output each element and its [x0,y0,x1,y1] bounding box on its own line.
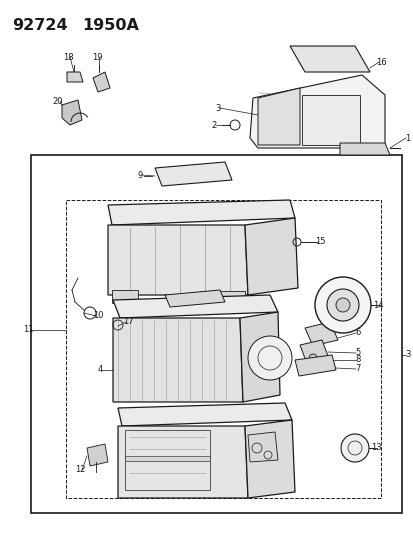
Polygon shape [62,100,82,125]
Polygon shape [249,75,384,148]
Polygon shape [67,72,83,82]
Polygon shape [87,444,108,466]
Text: 1: 1 [404,133,410,142]
Polygon shape [108,225,247,295]
Bar [125,430,209,490]
Bar [31,155,401,513]
Polygon shape [118,426,247,498]
Circle shape [326,289,358,321]
Text: 3: 3 [215,103,220,112]
Polygon shape [165,290,224,307]
Polygon shape [294,355,335,376]
Polygon shape [247,432,277,462]
Circle shape [340,434,368,462]
Bar [66,200,380,498]
Text: 18: 18 [62,52,73,61]
Text: 9: 9 [137,171,142,180]
Polygon shape [304,322,337,346]
Text: 19: 19 [92,52,102,61]
Text: 1950A: 1950A [82,18,138,33]
Text: 14: 14 [372,301,382,310]
Text: 92724: 92724 [12,18,67,33]
Polygon shape [118,403,291,426]
Text: 15: 15 [314,238,325,246]
Polygon shape [108,200,294,225]
Polygon shape [244,218,297,295]
Polygon shape [93,72,110,92]
Bar [301,95,359,145]
Text: 16: 16 [375,58,385,67]
Polygon shape [112,290,138,303]
Circle shape [314,277,370,333]
Text: 17: 17 [122,318,133,327]
Text: 6: 6 [354,328,360,337]
Circle shape [247,336,291,380]
Text: 8: 8 [354,356,360,365]
Polygon shape [339,143,389,155]
Bar [125,456,209,461]
Circle shape [335,298,349,312]
Circle shape [308,354,316,362]
Polygon shape [214,291,244,303]
Text: 12: 12 [75,465,85,474]
Text: 20: 20 [52,96,63,106]
Text: 10: 10 [93,311,103,320]
Polygon shape [154,162,231,186]
Polygon shape [113,318,242,402]
Text: 5: 5 [354,349,360,358]
Polygon shape [257,88,299,145]
Text: 3: 3 [404,351,410,359]
Polygon shape [240,312,279,402]
Text: 13: 13 [370,443,380,453]
Text: 2: 2 [211,120,216,130]
Polygon shape [244,420,294,498]
Polygon shape [289,46,369,72]
Polygon shape [113,295,277,318]
Text: 11: 11 [23,326,33,335]
Polygon shape [299,340,327,361]
Text: 4: 4 [97,366,102,375]
Text: 7: 7 [354,365,360,374]
